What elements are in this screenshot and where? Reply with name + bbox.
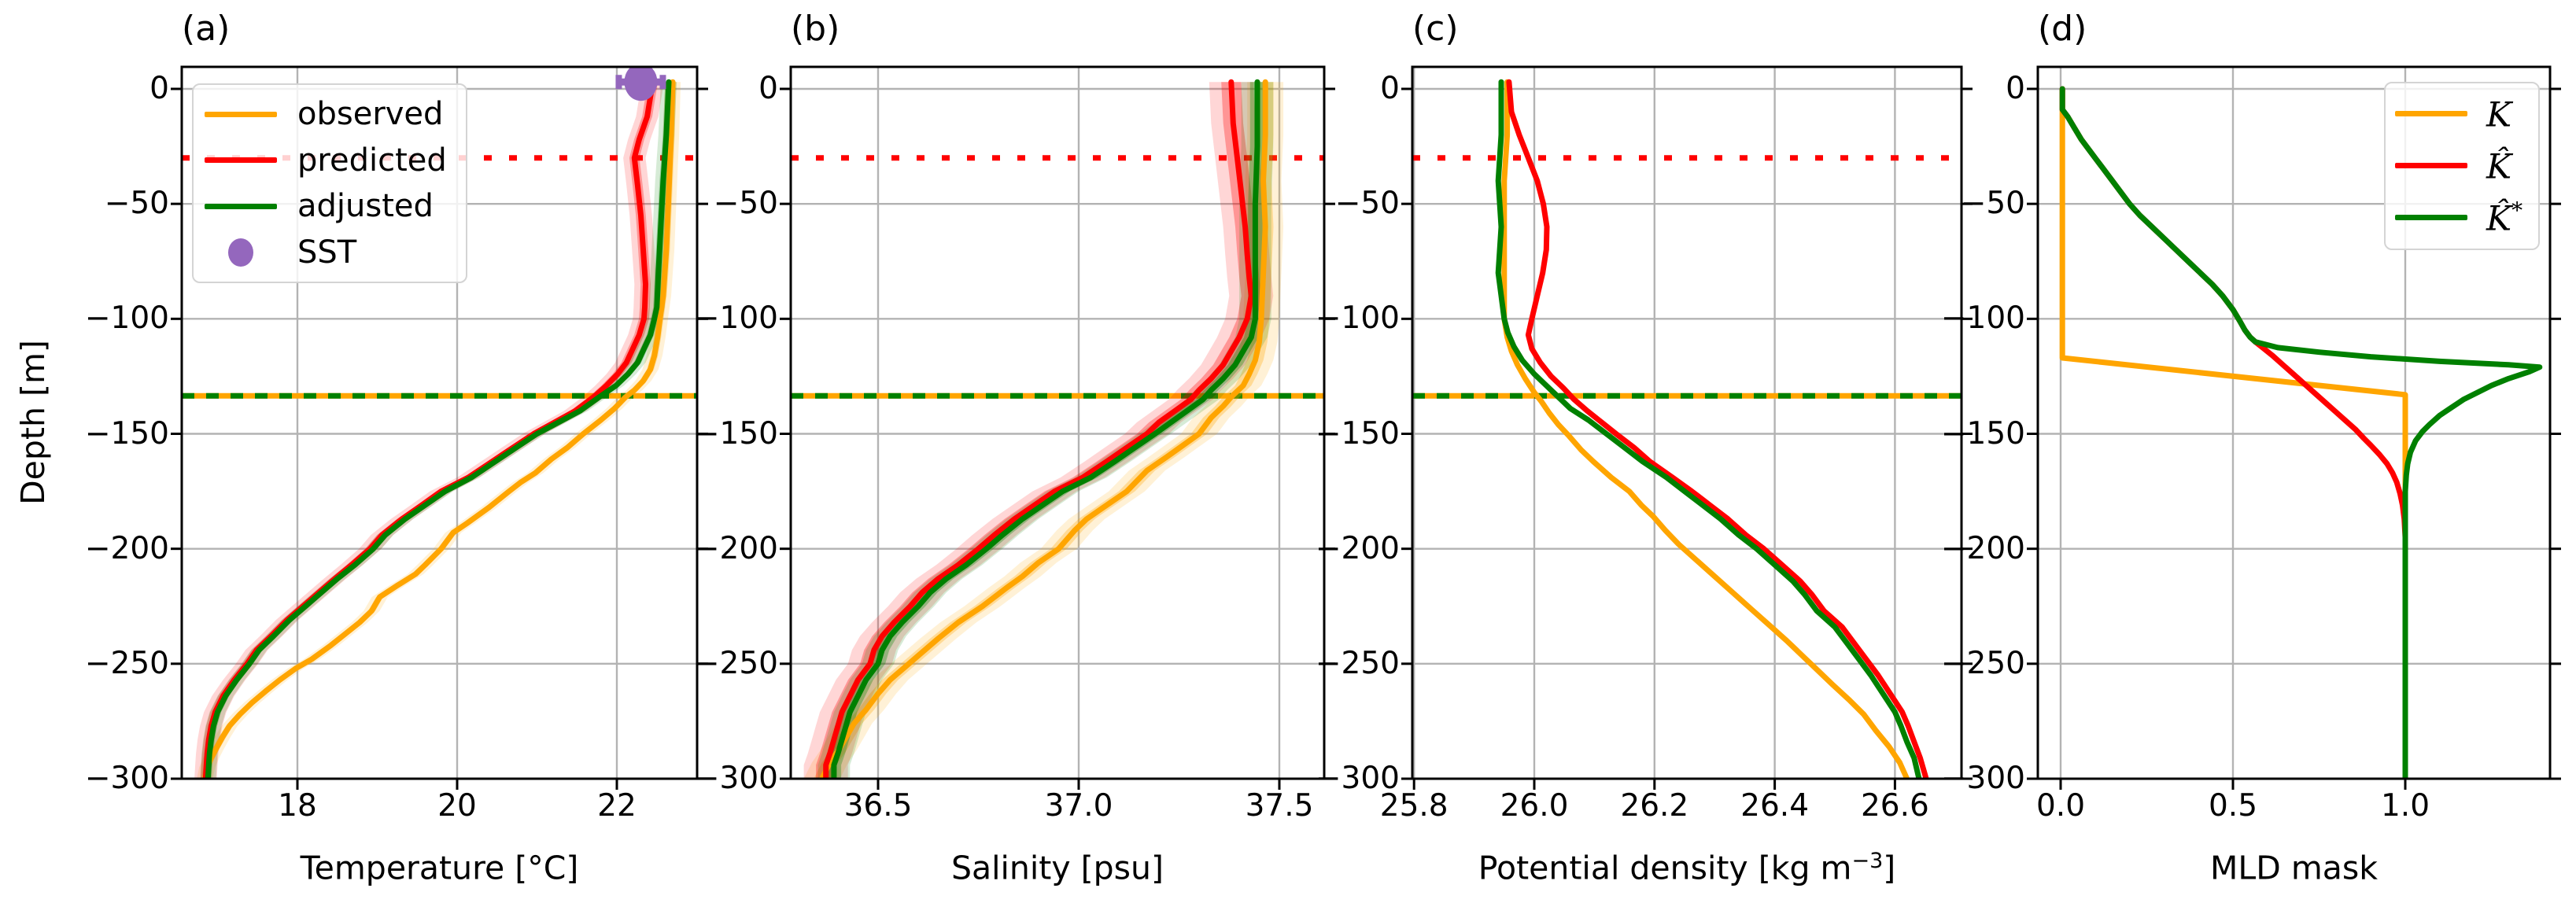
y-tick-label-a-−300: −300: [84, 761, 169, 796]
x-axis-label-text: Salinity [psu]: [950, 849, 1164, 887]
x-tick-label-a-18: 18: [278, 788, 317, 824]
legend-item-predicted: predicted: [205, 142, 458, 179]
x-tick-label-c-26.0: 26.0: [1500, 788, 1569, 824]
y-tick-label-b-0: 0: [758, 71, 778, 106]
x-tick-label-d-0.0: 0.0: [2035, 788, 2086, 824]
x-tick-label-a-22: 22: [597, 788, 637, 824]
y-tick-label-a-−200: −200: [84, 530, 169, 566]
legend-item-adjusted: adjusted: [205, 188, 458, 224]
legend-item-K-hat: K̂: [2395, 146, 2532, 186]
x-tick-label-c-26.6: 26.6: [1860, 788, 1929, 824]
legend-label-K: K: [2486, 95, 2512, 135]
y-tick-label-a-0: 0: [149, 71, 169, 106]
sst-marker-sample: [205, 238, 277, 267]
legend-item-K-hat-star: K̂*: [2395, 197, 2532, 238]
panel-d-title: (d): [2038, 9, 2087, 49]
y-axis-label: Depth [m]: [14, 340, 52, 505]
x-tick-label-a-20: 20: [437, 788, 477, 824]
sst-marker: [615, 67, 666, 101]
x-axis-label-temperature: Temperature [°C]: [301, 842, 579, 888]
y-tick-label-d-−300: −300: [1940, 761, 2025, 796]
y-tick-label-d-−200: −200: [1940, 530, 2025, 566]
y-tick-label-b-−200: −200: [693, 530, 778, 566]
panel-a-title: (a): [182, 9, 231, 49]
y-tick-label-b-−150: −150: [693, 415, 778, 452]
K-line-sample: [2395, 111, 2467, 117]
legend-item-K: K: [2395, 94, 2532, 135]
y-tick-label-d-−50: −50: [1960, 186, 2025, 222]
y-tick-label-b-−250: −250: [693, 645, 778, 681]
legend-label-predicted: predicted: [297, 142, 447, 179]
y-tick-label-c-−300: −300: [1315, 761, 1400, 796]
x-axis-label-mld-mask: MLD mask: [2210, 842, 2378, 888]
legend-label-adjusted: adjusted: [297, 188, 434, 225]
y-tick-label-c-−250: −250: [1315, 645, 1400, 681]
y-tick-label-a-−50: −50: [104, 186, 169, 222]
x-tick-label-d-1.0: 1.0: [2380, 788, 2430, 824]
x-tick-label-c-26.4: 26.4: [1740, 788, 1810, 824]
x-tick-label-d-0.5: 0.5: [2208, 788, 2258, 824]
panel-c-title: (c): [1412, 9, 1459, 49]
x-axis-label-density: Potential density [kg m−3]: [1478, 842, 1896, 888]
y-tick-label-d-0: 0: [2006, 71, 2025, 106]
x-axis-label-sup: −3: [1851, 849, 1884, 873]
y-tick-label-c-−50: −50: [1334, 186, 1400, 222]
y-tick-label-c-−150: −150: [1315, 415, 1400, 452]
legend-panel-a: observed predicted adjusted SST: [192, 83, 467, 283]
x-axis-label-salinity: Salinity [psu]: [951, 842, 1164, 888]
y-tick-label-d-−250: −250: [1940, 645, 2025, 681]
legend-label-sst: SST: [297, 234, 357, 271]
y-tick-label-d-−150: −150: [1940, 415, 2025, 452]
y-tick-label-c-−100: −100: [1315, 300, 1400, 337]
legend-item-observed: observed: [205, 96, 458, 132]
y-tick-label-b-−50: −50: [713, 186, 778, 222]
y-tick-label-a-−250: −250: [84, 645, 169, 681]
x-axis-label-text: Potential density [kg m: [1478, 849, 1852, 887]
y-tick-label-b-−100: −100: [693, 300, 778, 337]
legend-label-observed: observed: [297, 96, 444, 133]
x-axis-label-text: MLD mask: [2210, 849, 2378, 887]
x-tick-label-c-25.8: 25.8: [1379, 788, 1449, 824]
K-hat-line-sample: [2395, 163, 2467, 169]
y-tick-label-c-0: 0: [1380, 71, 1400, 106]
x-axis-label-text: ]: [1883, 849, 1896, 887]
legend-item-sst: SST: [205, 234, 458, 271]
y-tick-label-a-−150: −150: [84, 415, 169, 452]
x-tick-label-c-26.2: 26.2: [1620, 788, 1689, 824]
adjusted-line-sample: [205, 203, 277, 209]
x-tick-label-b-37.0: 37.0: [1044, 788, 1113, 824]
y-tick-label-d-−100: −100: [1940, 300, 2025, 337]
x-axis-label-text: Temperature [°C]: [300, 849, 579, 887]
panel-b-title: (b): [791, 9, 840, 49]
legend-panel-d: K K̂ K̂*: [2384, 82, 2540, 250]
legend-label-K-hat-star: K̂*: [2486, 197, 2523, 239]
x-tick-label-b-36.5: 36.5: [843, 788, 913, 824]
legend-label-K-hat: K̂: [2486, 147, 2512, 187]
K-hat-star-line-sample: [2395, 215, 2467, 221]
x-tick-label-b-37.5: 37.5: [1245, 788, 1314, 824]
y-tick-label-b-−300: −300: [693, 761, 778, 796]
y-tick-label-a-−100: −100: [84, 300, 169, 337]
y-tick-label-c-−200: −200: [1315, 530, 1400, 566]
observed-line-sample: [205, 111, 277, 117]
predicted-line-sample: [205, 157, 277, 164]
